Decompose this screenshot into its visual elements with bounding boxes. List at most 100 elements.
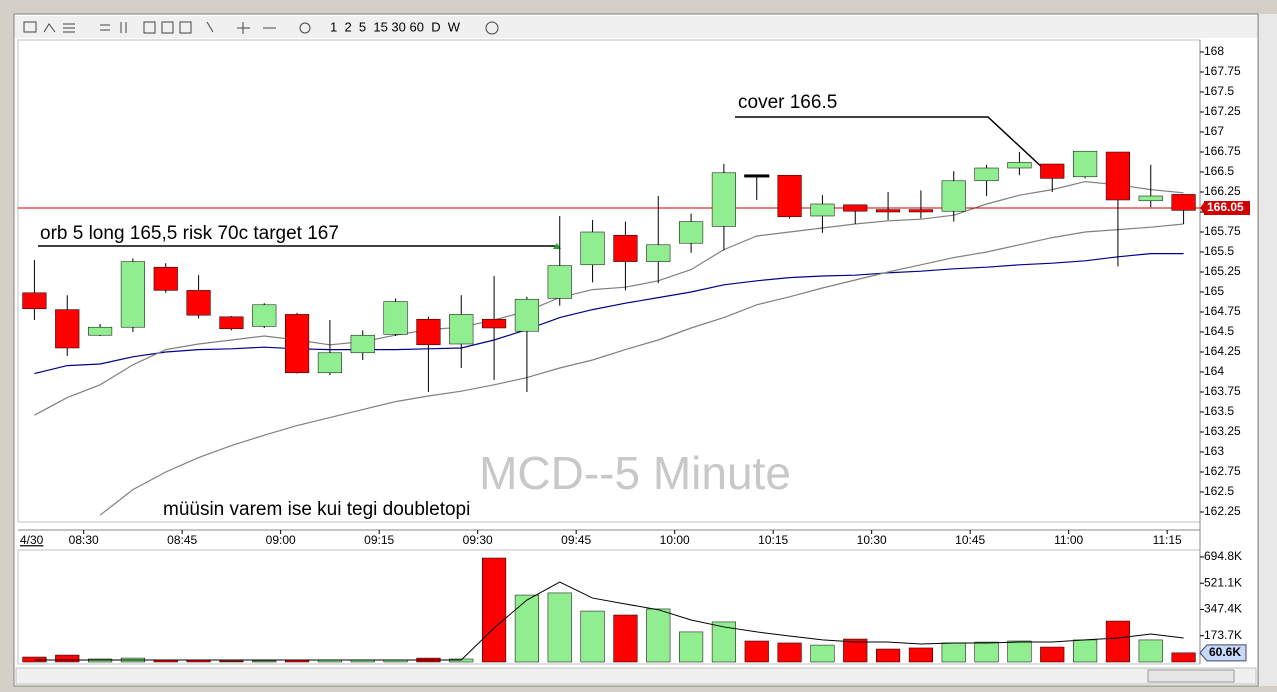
y-tick-label: 167 <box>1204 124 1224 138</box>
tool-icon[interactable] <box>299 22 311 34</box>
x-tick-label: 08:45 <box>167 533 197 547</box>
candle-body <box>1105 151 1130 201</box>
candle-body <box>1138 195 1163 202</box>
interval-buttons[interactable]: 1 2 5 15 30 60 D W <box>330 19 461 34</box>
candle-body <box>711 172 736 227</box>
reference-tag <box>1204 201 1250 215</box>
y-tick-label: 173.7K <box>1204 628 1242 642</box>
y-tick-label: 165.5 <box>1204 244 1234 258</box>
candle-body <box>416 318 441 346</box>
y-tick-label: 167.5 <box>1204 84 1234 98</box>
candle-body <box>55 309 80 349</box>
scrollbar[interactable] <box>15 667 1257 685</box>
tool-icon[interactable] <box>179 21 192 34</box>
candle-body <box>908 209 933 213</box>
candle-body <box>843 204 868 212</box>
candle-body <box>810 203 835 217</box>
scroll-thumb[interactable] <box>1147 669 1235 683</box>
volume-bar <box>1007 640 1032 663</box>
y-tick-label: 165.75 <box>1204 224 1241 238</box>
tool-icon[interactable] <box>161 21 174 34</box>
volume-bar <box>941 642 966 663</box>
annotation: orb 5 long 165,5 risk 70c target 167 <box>40 223 339 244</box>
last-value-label: 60.6K <box>1209 645 1241 659</box>
candle-body <box>285 314 310 374</box>
candle-body <box>514 298 539 332</box>
price-pane <box>17 39 1201 523</box>
annotation: cover 166.5 <box>738 92 837 113</box>
candle-body <box>219 316 244 330</box>
x-tick-label: 10:45 <box>955 533 985 547</box>
volume-bar <box>514 594 539 663</box>
volume-bar <box>1073 639 1098 663</box>
volume-bar <box>613 614 638 663</box>
volume-bar <box>1040 646 1065 663</box>
toolbar-icons[interactable] <box>23 21 499 35</box>
candle-body <box>1073 150 1098 178</box>
candle-body <box>679 221 704 244</box>
candle-body <box>1007 162 1032 169</box>
candle-body <box>646 244 671 262</box>
x-tick-label: 11:00 <box>1054 533 1083 547</box>
volume-bar <box>1171 652 1196 663</box>
candle-body <box>744 174 770 178</box>
volume-bar <box>22 656 47 663</box>
side-strip <box>1259 14 1277 686</box>
moving-average <box>34 180 1184 416</box>
entry-marker <box>553 243 561 249</box>
y-tick-label: 162.75 <box>1204 464 1241 478</box>
tool-icon[interactable] <box>485 21 499 35</box>
x-tick-label: 11:15 <box>1153 533 1182 547</box>
volume-bar <box>908 647 933 663</box>
tool-icon[interactable] <box>143 21 156 34</box>
y-tick-label: 165 <box>1204 284 1224 298</box>
candle-body <box>153 266 178 291</box>
volume-bar <box>482 557 507 663</box>
candle-body <box>317 352 342 374</box>
volume-bar <box>1138 639 1163 663</box>
x-tick-label: 09:45 <box>561 533 591 547</box>
volume-bar <box>679 631 704 663</box>
volume-bar <box>219 660 244 663</box>
tool-icon[interactable] <box>23 21 37 33</box>
y-tick-label: 166.5 <box>1204 164 1234 178</box>
tool-icon[interactable] <box>63 23 75 33</box>
volume-bar <box>646 608 671 663</box>
volume-bar <box>876 648 901 663</box>
tool-icon[interactable] <box>43 23 56 33</box>
last-value-tag <box>1199 644 1247 662</box>
volume-bar <box>547 592 572 663</box>
candle-body <box>974 167 999 182</box>
y-tick-label: 163.25 <box>1204 424 1241 438</box>
y-tick-label: 166.75 <box>1204 144 1241 158</box>
candle-body <box>482 318 507 329</box>
watermark: MCD--5 Minute <box>479 447 791 499</box>
x-tick-label: 09:15 <box>364 533 394 547</box>
tool-icon[interactable] <box>100 22 127 33</box>
volume-pane <box>17 549 1201 665</box>
volume-average <box>34 581 1184 661</box>
volume-bar <box>711 621 736 663</box>
candle-body <box>613 234 638 262</box>
candle-body <box>252 304 277 327</box>
volume-bar <box>777 642 802 663</box>
y-tick-label: 164.5 <box>1204 324 1234 338</box>
date-label: 4/30 <box>20 533 44 547</box>
y-tick-label: 694.8K <box>1204 549 1242 563</box>
y-tick-label: 521.1K <box>1204 575 1242 589</box>
reference-pointer <box>1200 201 1205 215</box>
y-tick-label: 167.25 <box>1204 104 1241 118</box>
y-tick-label: 165.25 <box>1204 264 1241 278</box>
x-tick-label: 10:00 <box>660 533 690 547</box>
x-tick-label: 08:30 <box>69 533 99 547</box>
candle-body <box>1040 163 1065 179</box>
candle-body <box>186 290 211 316</box>
x-tick-label: 10:30 <box>857 533 887 547</box>
moving-average <box>99 223 1184 516</box>
annotation-line <box>735 116 1046 171</box>
volume-bar <box>580 610 605 663</box>
tool-icon[interactable] <box>206 21 276 34</box>
candle-body <box>941 180 966 212</box>
